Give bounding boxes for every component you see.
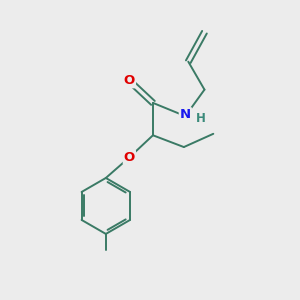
Text: N: N — [180, 108, 191, 121]
Text: H: H — [196, 112, 206, 125]
Text: O: O — [124, 74, 135, 87]
Text: O: O — [124, 151, 135, 164]
